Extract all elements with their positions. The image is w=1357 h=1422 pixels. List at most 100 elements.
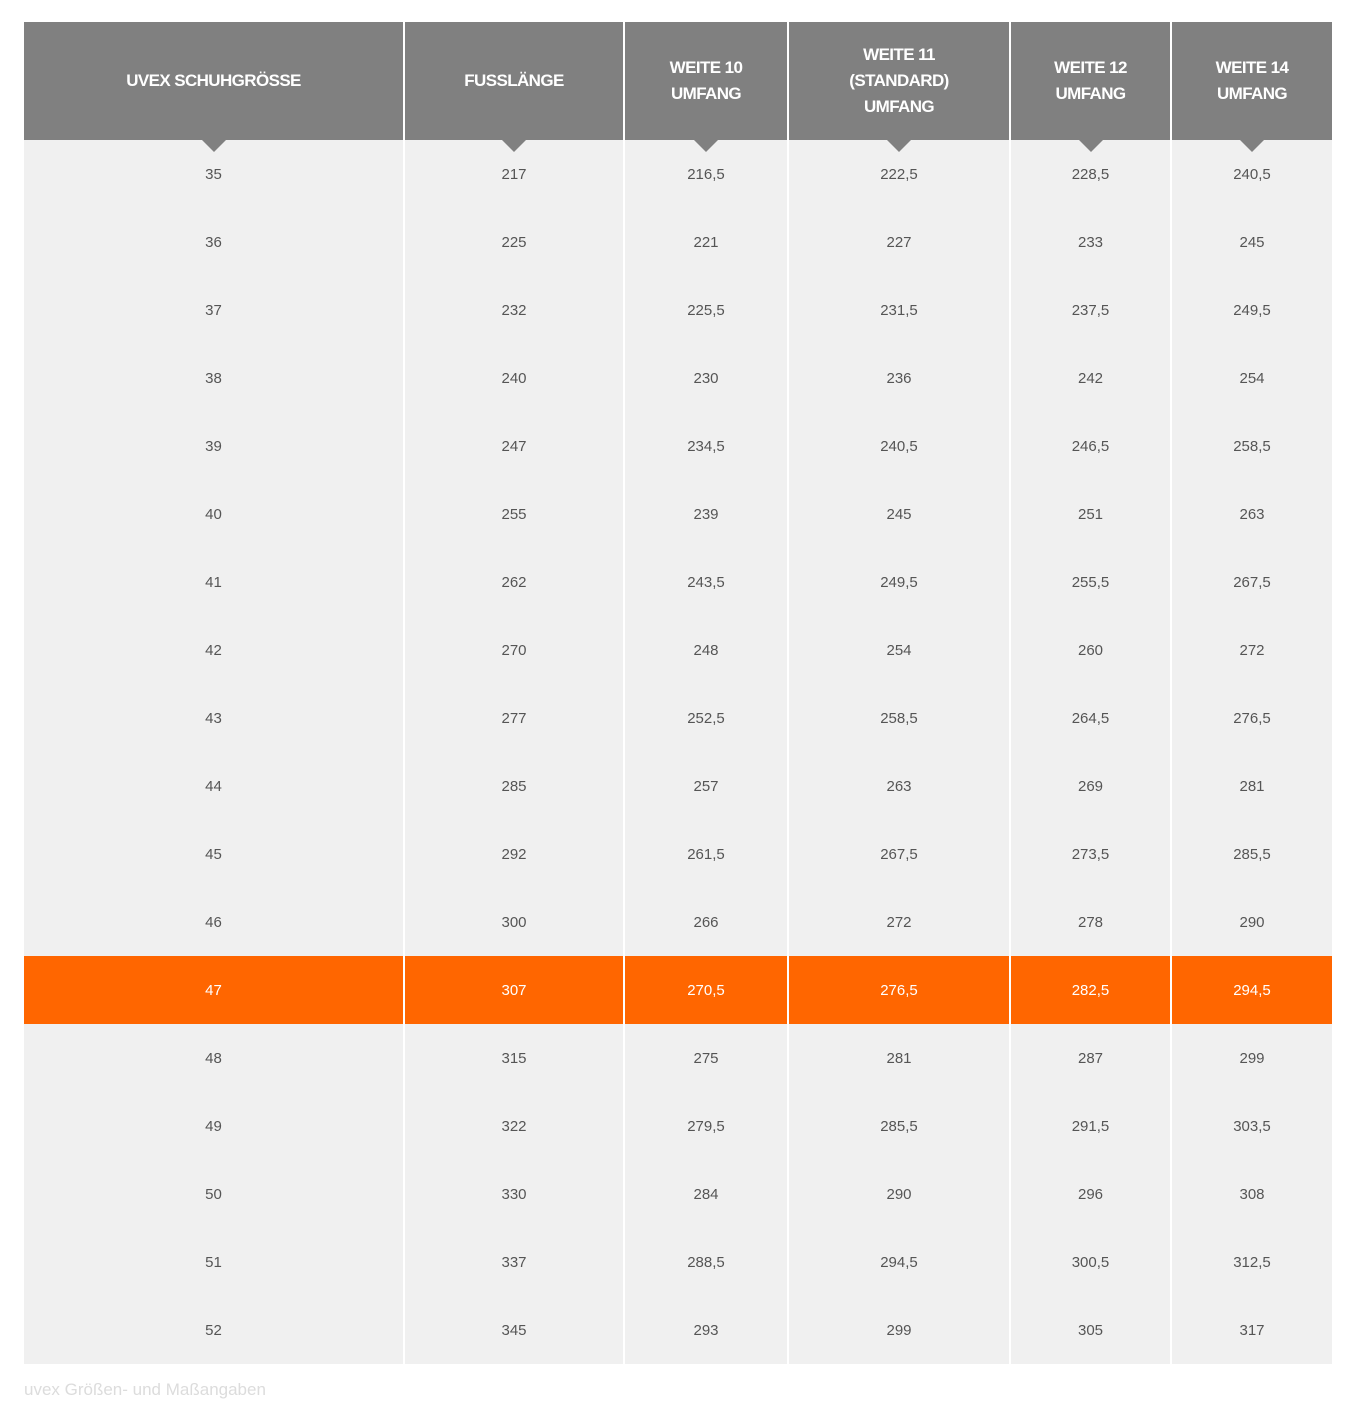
table-cell: 245	[787, 480, 1010, 548]
column-header: WEITE 11 (STANDARD) UMFANG	[787, 22, 1010, 152]
table-row-highlighted: 47 307 270,5 276,5 282,5 294,5	[24, 956, 1332, 1024]
column-header: UVEX SCHUHGRÖSSE	[24, 22, 404, 152]
table-cell: 285,5	[787, 1092, 1010, 1160]
table-row: 37 232 225,5 231,5 237,5 249,5	[24, 276, 1332, 344]
table-cell: 38	[24, 344, 404, 412]
table-row: 43 277 252,5 258,5 264,5 276,5	[24, 684, 1332, 752]
table-cell: 305	[1009, 1296, 1171, 1364]
table-cell: 290	[787, 1160, 1010, 1228]
table-cell: 236	[787, 344, 1010, 412]
table-cell: 43	[24, 684, 404, 752]
table-cell: 267,5	[1170, 548, 1332, 616]
table-header-row: UVEX SCHUHGRÖSSE FUSSLÄNGE WEITE 10 UMFANG W…	[24, 22, 1332, 152]
table-cell: 278	[1009, 888, 1171, 956]
table-cell: 258,5	[1170, 412, 1332, 480]
table-cell: 239	[623, 480, 788, 548]
table-row: 49 322 279,5 285,5 291,5 303,5	[24, 1092, 1332, 1160]
table-cell: 49	[24, 1092, 404, 1160]
table-cell: 245	[1170, 208, 1332, 276]
table-cell: 285,5	[1170, 820, 1332, 888]
table-cell: 254	[1170, 344, 1332, 412]
table-row: 46 300 266 272 278 290	[24, 888, 1332, 956]
table-cell: 36	[24, 208, 404, 276]
table-cell: 345	[403, 1296, 624, 1364]
table-cell: 267,5	[787, 820, 1010, 888]
table-cell: 263	[787, 752, 1010, 820]
table-cell: 299	[787, 1296, 1010, 1364]
table-cell: 240	[403, 344, 624, 412]
table-cell: 42	[24, 616, 404, 684]
column-header: WEITE 14 UMFANG	[1170, 22, 1332, 152]
table-cell: 217	[403, 140, 624, 208]
table-cell: 233	[1009, 208, 1171, 276]
header-pointer-icon	[502, 140, 526, 152]
table-cell: 303,5	[1170, 1092, 1332, 1160]
table-cell: 243,5	[623, 548, 788, 616]
table-cell: 330	[403, 1160, 624, 1228]
table-cell: 281	[1170, 752, 1332, 820]
table-cell: 279,5	[623, 1092, 788, 1160]
table-cell: 276,5	[1170, 684, 1332, 752]
table-cell: 260	[1009, 616, 1171, 684]
table-cell: 292	[403, 820, 624, 888]
table-cell: 264,5	[1009, 684, 1171, 752]
table-cell: 337	[403, 1228, 624, 1296]
table-cell: 258,5	[787, 684, 1010, 752]
table-cell: 312,5	[1170, 1228, 1332, 1296]
table-cell: 270,5	[623, 956, 788, 1024]
table-cell: 234,5	[623, 412, 788, 480]
table-row: 40 255 239 245 251 263	[24, 480, 1332, 548]
table-cell: 255,5	[1009, 548, 1171, 616]
table-cell: 50	[24, 1160, 404, 1228]
table-cell: 252,5	[623, 684, 788, 752]
table-cell: 41	[24, 548, 404, 616]
table-cell: 251	[1009, 480, 1171, 548]
table-cell: 247	[403, 412, 624, 480]
table-cell: 39	[24, 412, 404, 480]
table-cell: 300	[403, 888, 624, 956]
table-cell: 294,5	[787, 1228, 1010, 1296]
table-cell: 249,5	[1170, 276, 1332, 344]
header-pointer-icon	[201, 140, 226, 152]
table-cell: 237,5	[1009, 276, 1171, 344]
table-cell: 281	[787, 1024, 1010, 1092]
table-cell: 232	[403, 276, 624, 344]
header-pointer-icon	[694, 140, 718, 152]
table-cell: 296	[1009, 1160, 1171, 1228]
table-row: 39 247 234,5 240,5 246,5 258,5	[24, 412, 1332, 480]
table-cell: 287	[1009, 1024, 1171, 1092]
table-cell: 249,5	[787, 548, 1010, 616]
table-cell: 288,5	[623, 1228, 788, 1296]
table-cell: 230	[623, 344, 788, 412]
table-cell: 273,5	[1009, 820, 1171, 888]
table-row: 51 337 288,5 294,5 300,5 312,5	[24, 1228, 1332, 1296]
size-table: UVEX SCHUHGRÖSSE FUSSLÄNGE WEITE 10 UMFANG W…	[24, 22, 1332, 1364]
table-cell: 254	[787, 616, 1010, 684]
table-row: 52 345 293 299 305 317	[24, 1296, 1332, 1364]
header-pointer-icon	[1078, 140, 1103, 152]
table-cell: 225,5	[623, 276, 788, 344]
table-cell: 277	[403, 684, 624, 752]
table-caption: uvex Größen- und Maßangaben	[24, 1380, 266, 1399]
column-header: WEITE 12 UMFANG	[1009, 22, 1171, 152]
table-row: 36 225 221 227 233 245	[24, 208, 1332, 276]
table-cell: 248	[623, 616, 788, 684]
table-cell: 308	[1170, 1160, 1332, 1228]
table-cell: 269	[1009, 752, 1171, 820]
table-cell: 242	[1009, 344, 1171, 412]
header-pointer-icon	[1240, 140, 1264, 152]
table-cell: 47	[24, 956, 404, 1024]
table-body: 35 217 216,5 222,5 228,5 240,5 36 225 221 227 233 2…	[24, 140, 1332, 1364]
table-cell: 48	[24, 1024, 404, 1092]
table-cell: 317	[1170, 1296, 1332, 1364]
table-cell: 40	[24, 480, 404, 548]
table-row: 50 330 284 290 296 308	[24, 1160, 1332, 1228]
table-cell: 261,5	[623, 820, 788, 888]
table-cell: 285	[403, 752, 624, 820]
table-cell: 290	[1170, 888, 1332, 956]
table-row: 44 285 257 263 269 281	[24, 752, 1332, 820]
table-cell: 44	[24, 752, 404, 820]
table-cell: 294,5	[1170, 956, 1332, 1024]
table-cell: 246,5	[1009, 412, 1171, 480]
column-header: WEITE 10 UMFANG	[623, 22, 788, 152]
